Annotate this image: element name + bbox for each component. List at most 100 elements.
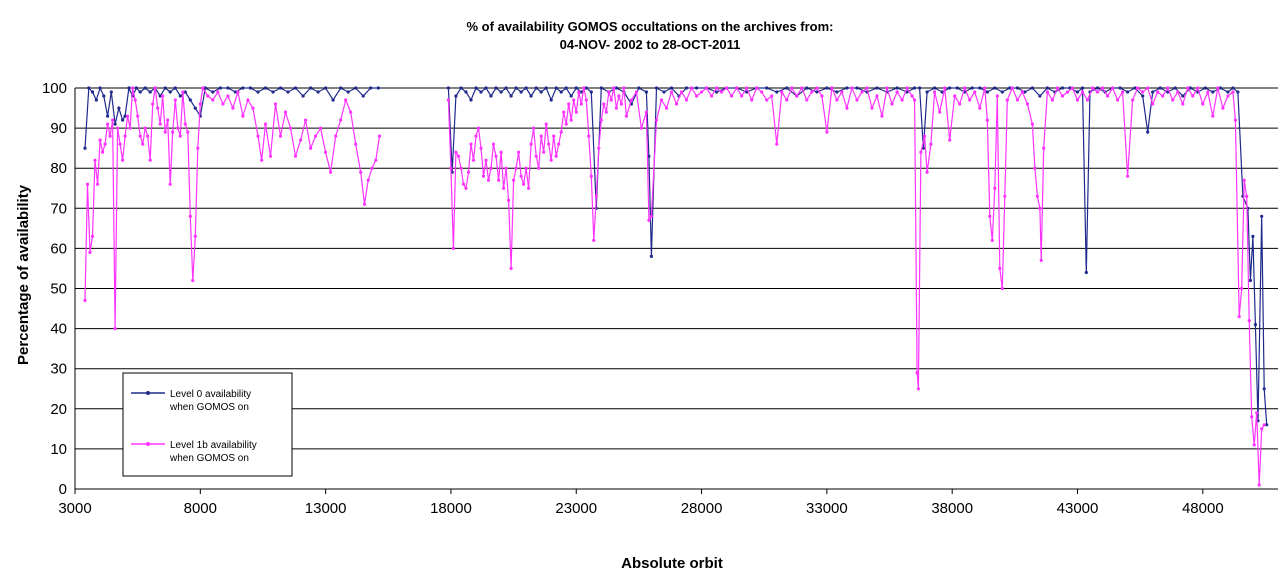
series-1-point-0-11 — [111, 118, 115, 122]
series-1-point-1-0 — [446, 98, 450, 102]
series-1-point-0-73 — [329, 170, 333, 174]
series-1-point-1-44 — [557, 142, 561, 146]
series-0 — [83, 85, 1269, 427]
series-1-line-1 — [447, 85, 1265, 486]
series-1-point-1-104 — [785, 98, 789, 102]
series-1-point-1-70 — [622, 86, 626, 90]
series-1 — [83, 85, 1266, 487]
series-1-point-1-58 — [592, 238, 596, 242]
series-1-point-1-164 — [1038, 206, 1042, 210]
series-1-point-0-74 — [334, 134, 338, 138]
series-1-point-0-40 — [183, 122, 187, 126]
series-0-point-0-19 — [158, 94, 162, 98]
series-0-point-1-20 — [544, 86, 548, 90]
series-1-point-1-148 — [985, 118, 989, 122]
series-0-line-2 — [919, 86, 1268, 425]
series-1-point-1-146 — [978, 106, 982, 110]
series-1-point-0-60 — [263, 122, 268, 126]
series-1-point-1-36 — [537, 166, 541, 170]
series-1-point-0-35 — [171, 130, 175, 134]
series-1-point-1-144 — [968, 98, 972, 102]
series-1-point-1-66 — [612, 86, 616, 90]
y-tick-20: 20 — [50, 401, 67, 418]
series-0-point-2-3 — [933, 86, 937, 90]
series-1-point-0-79 — [359, 170, 363, 174]
legend-label-level1b-line2: when GOMOS on — [169, 453, 249, 464]
series-1-point-1-125 — [890, 102, 894, 106]
series-1-point-1-205 — [1233, 118, 1237, 122]
y-tick-80: 80 — [50, 160, 67, 177]
series-1-point-1-194 — [1181, 102, 1185, 106]
y-tick-60: 60 — [50, 240, 67, 257]
series-0-point-1-17 — [529, 94, 533, 98]
series-1-point-1-73 — [634, 90, 639, 94]
series-1-point-1-163 — [1035, 194, 1039, 198]
series-1-point-1-216 — [1262, 423, 1266, 427]
series-0-point-1-60 — [845, 86, 849, 90]
series-1-point-0-21 — [136, 114, 140, 118]
series-1-point-1-37 — [539, 134, 543, 138]
series-0-line-0 — [84, 85, 379, 149]
series-1-point-0-28 — [153, 86, 157, 90]
series-1-point-1-41 — [549, 158, 553, 162]
legend: Level 0 availability when GOMOS on Level … — [122, 372, 293, 477]
series-1-point-0-4 — [93, 158, 97, 162]
series-0-point-0-45 — [331, 98, 335, 102]
series-1-point-1-162 — [1033, 166, 1037, 170]
series-1-point-1-207 — [1240, 286, 1244, 291]
series-0-point-2-50 — [1251, 234, 1255, 238]
series-1-point-1-33 — [529, 142, 533, 146]
series-1-point-1-127 — [900, 98, 904, 102]
series-1-point-1-24 — [507, 198, 511, 202]
series-0-point-1-57 — [815, 90, 819, 94]
series-1-point-1-17 — [489, 166, 493, 170]
series-0-point-1-37 — [644, 90, 649, 94]
series-0-point-2-22 — [1075, 90, 1080, 94]
series-0-point-2-53 — [1260, 214, 1264, 218]
y-tick-100: 100 — [42, 80, 67, 97]
series-1-point-1-129 — [910, 94, 914, 98]
series-1-point-1-161 — [1030, 122, 1034, 126]
series-1-point-1-26 — [511, 178, 516, 182]
series-1-point-0-9 — [106, 122, 110, 126]
series-1-point-1-9 — [469, 142, 473, 146]
x-tick-23000: 23000 — [555, 500, 597, 517]
series-1-point-1-71 — [624, 114, 629, 118]
series-0-point-0-22 — [173, 86, 177, 90]
series-1-point-1-110 — [815, 86, 819, 90]
series-1-point-1-115 — [840, 90, 844, 94]
series-1-point-1-64 — [607, 90, 611, 94]
series-1-point-0-77 — [349, 110, 353, 114]
series-0-point-0-26 — [193, 106, 197, 110]
series-1-point-1-28 — [517, 150, 521, 154]
x-tick-33000: 33000 — [806, 500, 848, 517]
series-1-point-1-188 — [1151, 102, 1155, 106]
series-0-point-1-21 — [549, 98, 553, 102]
series-1-point-1-10 — [471, 158, 476, 162]
series-1-point-1-186 — [1141, 90, 1145, 94]
series-1-point-1-11 — [474, 134, 478, 138]
series-1-point-1-19 — [494, 154, 498, 158]
series-0-point-1-36 — [637, 86, 641, 90]
series-1-point-1-93 — [730, 94, 734, 98]
series-1-point-1-206 — [1237, 315, 1241, 319]
series-0-point-2-5 — [948, 86, 952, 90]
series-1-point-0-16 — [123, 134, 127, 138]
series-0-point-2-43 — [1218, 86, 1222, 90]
series-1-point-0-64 — [283, 110, 288, 114]
series-1-point-0-13 — [116, 126, 120, 130]
series-1-point-1-27 — [514, 166, 518, 170]
series-0-point-1-6 — [474, 86, 478, 90]
series-0-line-1 — [447, 87, 915, 257]
series-0-point-1-12 — [504, 86, 508, 90]
series-0-point-1-25 — [569, 94, 573, 98]
series-1-point-0-80 — [362, 202, 367, 206]
series-0-point-2-6 — [955, 86, 959, 90]
series-1-point-0-81 — [366, 178, 370, 182]
series-1-point-1-16 — [486, 178, 491, 182]
series-0-point-0-9 — [117, 106, 121, 110]
series-1-point-1-85 — [689, 86, 694, 90]
series-1-point-0-30 — [158, 122, 162, 126]
legend-label-level0: Level 0 availability when GOMOS on — [169, 389, 251, 413]
